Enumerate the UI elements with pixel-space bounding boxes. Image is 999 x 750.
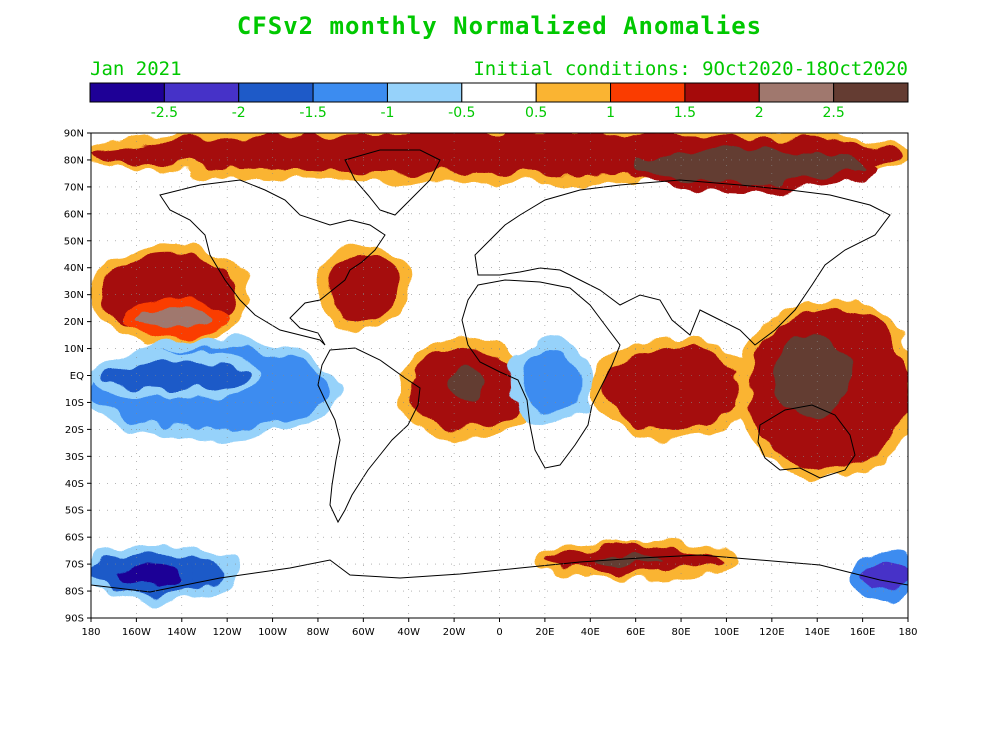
coastlines: [91, 149, 908, 593]
colorbar-tick-label: 0.5: [525, 105, 547, 121]
colorbar-tick-label: 2: [755, 105, 764, 121]
lon-label: 160E: [850, 627, 875, 638]
colorbar-swatch: [163, 82, 240, 103]
anomaly-north-pacific-core: [136, 308, 216, 328]
colorbar-tick-label: 1.5: [674, 105, 696, 121]
longitude-labels: 180 160W 140W 120W 100W 80W 60W 40W 20W 0 20E 40E 60…: [81, 627, 917, 638]
lon-label: 140W: [167, 627, 196, 638]
lat-label: 90S: [65, 614, 84, 625]
lon-label: 60E: [626, 627, 645, 638]
anomaly-east-antarctic-cold: [862, 558, 908, 592]
anomaly-siberia-arctic-max: [635, 149, 863, 182]
lon-label: 60W: [352, 627, 375, 638]
lat-label: 70N: [64, 182, 84, 193]
colorbar-tick-label: -1.5: [299, 105, 326, 121]
colorbar-swatch: [684, 82, 760, 103]
africa-coast: [461, 279, 621, 469]
colorbar: [89, 82, 909, 103]
colorbar-tick-label: -0.5: [448, 105, 475, 121]
lon-label: 120E: [759, 627, 784, 638]
lon-label: 20E: [535, 627, 554, 638]
colorbar-swatch: [535, 82, 612, 103]
lon-label: 180: [81, 627, 100, 638]
lat-label: 80S: [65, 587, 84, 598]
lat-label: 20S: [65, 425, 84, 436]
colorbar-tick-label: -1: [380, 105, 394, 121]
lat-label: 60N: [64, 209, 84, 220]
lon-label: 40E: [581, 627, 600, 638]
lon-label: 80E: [672, 627, 691, 638]
lon-label: 120W: [213, 627, 242, 638]
lon-label: 0: [496, 627, 502, 638]
anomaly-indian-ocean-warm: [601, 348, 750, 430]
lon-label: 100E: [714, 627, 739, 638]
lat-label: 30S: [65, 452, 84, 463]
colorbar-swatch: [386, 82, 463, 103]
colorbar-tick-label: -2.5: [151, 105, 178, 121]
colorbar-tick-label: -2: [232, 105, 246, 121]
colorbar-tick-label: 2.5: [823, 105, 845, 121]
lon-label: 100W: [258, 627, 287, 638]
latitude-labels: 90N 80N 70N 60N 50N 40N 30N 20N 10N EQ 10S 20S 30S 40…: [64, 129, 84, 625]
chart-title: CFSv2 monthly Normalized Anomalies: [236, 12, 763, 40]
colorbar-swatch: [758, 82, 835, 103]
anomaly-field: [91, 133, 908, 602]
north-america-coast: [159, 179, 386, 346]
lon-label: 20W: [443, 627, 466, 638]
colorbar-swatch: [610, 82, 686, 103]
colorbar-swatch: [238, 82, 314, 103]
lat-label: 20N: [64, 317, 84, 328]
anomaly-east-pacific-core: [102, 362, 250, 389]
lon-label: 140E: [805, 627, 830, 638]
lat-label: 40N: [64, 263, 84, 274]
lat-label: 40S: [65, 479, 84, 490]
colorbar-swatch: [312, 82, 388, 103]
lat-label: EQ: [70, 371, 84, 382]
europe-asia-coast: [474, 179, 891, 346]
lat-label: 80N: [64, 155, 84, 166]
south-america-coast: [317, 347, 421, 524]
lon-label: 180: [898, 627, 917, 638]
lon-label: 40W: [397, 627, 420, 638]
lon-label: 160W: [122, 627, 151, 638]
anomaly-tropical-atlantic-core: [442, 370, 489, 398]
anomaly-ross-sea-core: [113, 564, 182, 586]
anomaly-central-africa-cold: [522, 348, 579, 416]
initial-conditions-label: Initial conditions: 9Oct2020-18Oct2020: [473, 58, 908, 80]
greenland-coast: [344, 149, 441, 216]
valid-month-label: Jan 2021: [90, 58, 182, 80]
lat-label: 60S: [65, 533, 84, 544]
axis-ticks: [87, 132, 909, 622]
australia-coast: [757, 404, 856, 479]
colorbar-tick-labels: -2.5 -2 -1.5 -1 -0.5 0.5 1 1.5 2 2.5: [151, 105, 845, 121]
anomaly-west-atlantic-warm: [329, 254, 398, 322]
lat-label: 70S: [65, 560, 84, 571]
lat-label: 10S: [65, 398, 84, 409]
gridlines: [91, 133, 908, 618]
antarctica-coast: [91, 554, 908, 593]
colorbar-tick-label: 1: [606, 105, 615, 121]
lat-label: 50N: [64, 236, 84, 247]
colorbar-swatch: [833, 82, 909, 103]
lat-label: 50S: [65, 506, 84, 517]
lat-label: 90N: [64, 129, 84, 140]
lon-label: 80W: [307, 627, 330, 638]
lat-label: 30N: [64, 290, 84, 301]
colorbar-swatch: [89, 82, 165, 103]
lat-label: 10N: [64, 344, 84, 355]
colorbar-swatch: [461, 82, 537, 103]
